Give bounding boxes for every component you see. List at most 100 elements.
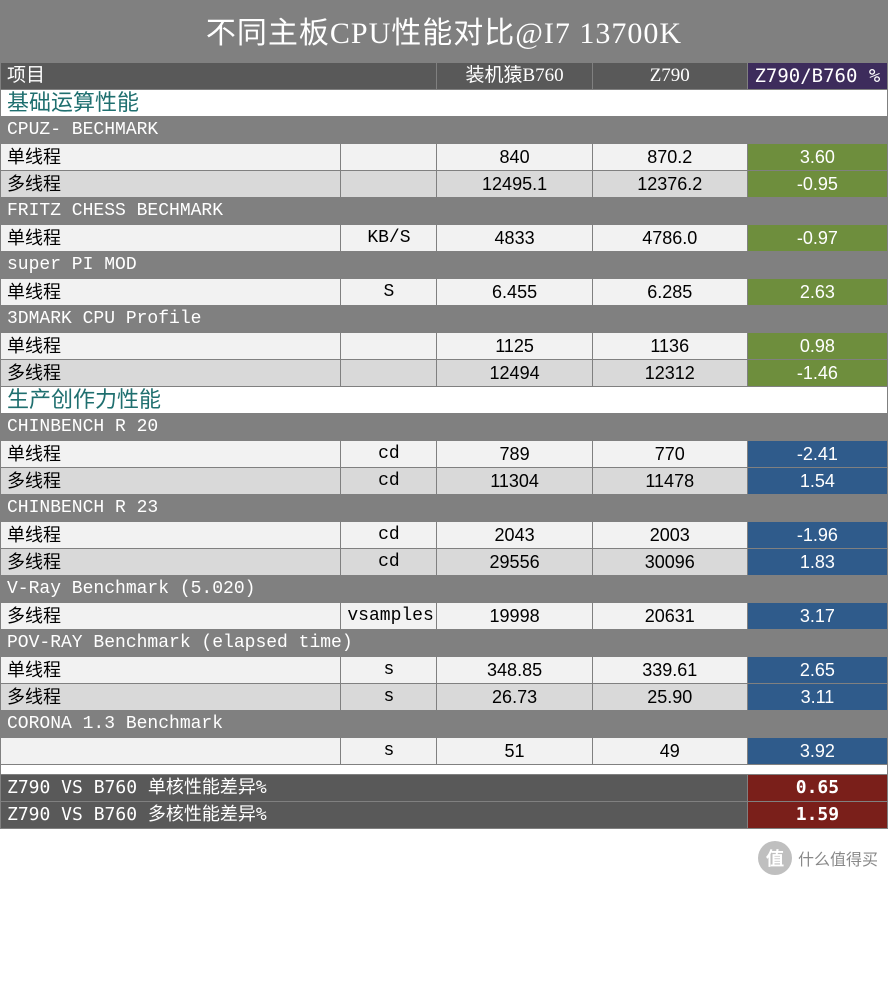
row-diff: 0.98: [747, 333, 887, 360]
row-label: 单线程: [1, 657, 341, 684]
row-b760: 840: [437, 144, 592, 171]
row-label: 单线程: [1, 144, 341, 171]
row-b760: 26.73: [437, 684, 592, 711]
table-row: 单线程 840870.23.60: [1, 144, 888, 171]
row-unit: [341, 333, 437, 360]
row-diff: 2.63: [747, 279, 887, 306]
row-unit: cd: [341, 522, 437, 549]
col-header-diff: Z790/B760 %: [747, 63, 887, 90]
group-header: 3DMARK CPU Profile: [1, 306, 888, 333]
group-header: CHINBENCH R 20: [1, 414, 888, 441]
section-title: 生产创作力性能: [1, 387, 888, 414]
table-row: 多线程s26.7325.903.11: [1, 684, 888, 711]
section-title: 基础运算性能: [1, 90, 888, 117]
row-label: 多线程: [1, 360, 341, 387]
row-z790: 1136: [592, 333, 747, 360]
row-diff: 1.54: [747, 468, 887, 495]
row-diff: 3.17: [747, 603, 887, 630]
group-header: super PI MOD: [1, 252, 888, 279]
watermark-text: 什么值得买: [798, 846, 878, 870]
row-unit: s: [341, 657, 437, 684]
row-z790: 4786.0: [592, 225, 747, 252]
row-diff: 3.11: [747, 684, 887, 711]
row-b760: 4833: [437, 225, 592, 252]
summary-label: Z790 VS B760 多核性能差异%: [1, 802, 748, 829]
table-row: 多线程1249412312-1.46: [1, 360, 888, 387]
table-row: 单线程KB/S48334786.0-0.97: [1, 225, 888, 252]
row-b760: 19998: [437, 603, 592, 630]
row-b760: 1125: [437, 333, 592, 360]
benchmark-table: 项目装机猿B760Z790Z790/B760 %基础运算性能CPUZ- BECH…: [0, 62, 888, 829]
col-header-z790: Z790: [592, 63, 747, 90]
row-b760: 2043: [437, 522, 592, 549]
row-diff: -2.41: [747, 441, 887, 468]
group-header: FRITZ CHESS BECHMARK: [1, 198, 888, 225]
summary-value: 1.59: [747, 802, 887, 829]
col-header-b760: 装机猿B760: [437, 63, 592, 90]
row-z790: 770: [592, 441, 747, 468]
row-unit: cd: [341, 549, 437, 576]
table-row: 单线程cd20432003-1.96: [1, 522, 888, 549]
summary-label: Z790 VS B760 单核性能差异%: [1, 775, 748, 802]
row-label: 多线程: [1, 603, 341, 630]
row-unit: [341, 360, 437, 387]
row-label: 多线程: [1, 684, 341, 711]
row-b760: 12494: [437, 360, 592, 387]
table-row: 多线程cd29556300961.83: [1, 549, 888, 576]
row-unit: s: [341, 684, 437, 711]
group-header: CORONA 1.3 Benchmark: [1, 711, 888, 738]
row-diff: 2.65: [747, 657, 887, 684]
row-label: 多线程: [1, 549, 341, 576]
watermark-icon: 值: [758, 841, 792, 875]
row-b760: 789: [437, 441, 592, 468]
row-z790: 12376.2: [592, 171, 747, 198]
table-row: 单线程cd789770-2.41: [1, 441, 888, 468]
row-label: 单线程: [1, 441, 341, 468]
row-unit: KB/S: [341, 225, 437, 252]
row-label: 单线程: [1, 279, 341, 306]
row-label: 多线程: [1, 171, 341, 198]
row-b760: 11304: [437, 468, 592, 495]
row-z790: 20631: [592, 603, 747, 630]
table-row: 多线程vsamples19998206313.17: [1, 603, 888, 630]
table-row: 多线程cd11304114781.54: [1, 468, 888, 495]
row-b760: 348.85: [437, 657, 592, 684]
row-b760: 51: [437, 738, 592, 765]
row-z790: 12312: [592, 360, 747, 387]
row-z790: 30096: [592, 549, 747, 576]
col-header-item: 项目: [1, 63, 437, 90]
summary-row: Z790 VS B760 多核性能差异%1.59: [1, 802, 888, 829]
row-unit: [341, 144, 437, 171]
row-unit: [341, 171, 437, 198]
row-label: 多线程: [1, 468, 341, 495]
watermark: 值 什么值得买: [758, 841, 878, 875]
row-unit: s: [341, 738, 437, 765]
spacer: [1, 765, 888, 775]
row-z790: 49: [592, 738, 747, 765]
summary-row: Z790 VS B760 单核性能差异%0.65: [1, 775, 888, 802]
table-row: 多线程12495.112376.2-0.95: [1, 171, 888, 198]
row-label: 单线程: [1, 522, 341, 549]
row-diff: 3.60: [747, 144, 887, 171]
table-row: 单线程s348.85339.612.65: [1, 657, 888, 684]
row-unit: S: [341, 279, 437, 306]
group-header: POV-RAY Benchmark (elapsed time): [1, 630, 888, 657]
row-diff: 1.83: [747, 549, 887, 576]
group-header: CPUZ- BECHMARK: [1, 117, 888, 144]
row-z790: 870.2: [592, 144, 747, 171]
table-row: 单线程112511360.98: [1, 333, 888, 360]
row-label: 单线程: [1, 225, 341, 252]
group-header: CHINBENCH R 23: [1, 495, 888, 522]
page-title: 不同主板CPU性能对比@I7 13700K: [0, 0, 888, 62]
row-diff: -0.97: [747, 225, 887, 252]
row-diff: -0.95: [747, 171, 887, 198]
row-diff: 3.92: [747, 738, 887, 765]
row-unit: vsamples: [341, 603, 437, 630]
row-z790: 2003: [592, 522, 747, 549]
row-unit: cd: [341, 468, 437, 495]
row-b760: 29556: [437, 549, 592, 576]
row-label: [1, 738, 341, 765]
row-z790: 11478: [592, 468, 747, 495]
row-z790: 6.285: [592, 279, 747, 306]
row-diff: -1.96: [747, 522, 887, 549]
